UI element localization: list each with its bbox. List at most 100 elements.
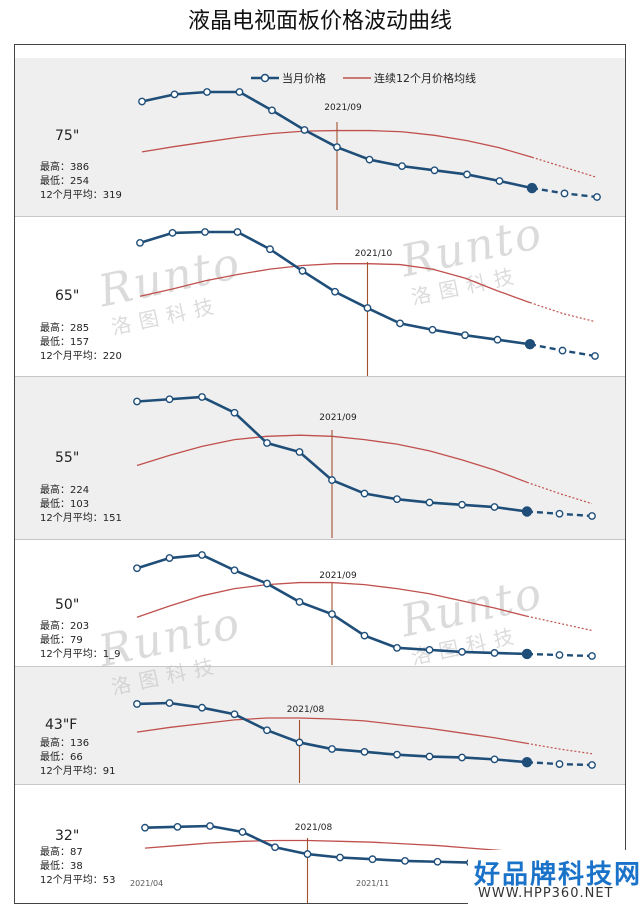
monthly-price-point [271, 843, 279, 852]
stat-avg: 12个月平均：220 [40, 351, 122, 362]
monthly-price-point [393, 495, 401, 504]
monthly-price-point [360, 489, 369, 498]
monthly-price-point [425, 645, 434, 654]
panel-separator [15, 376, 625, 377]
monthly-price-point [458, 648, 466, 656]
monthly-price-point [425, 752, 434, 761]
stat-max: 最高：285 [40, 323, 90, 334]
ma12-line-projection [526, 481, 593, 505]
monthly-price-point [173, 822, 182, 831]
monthly-price-point [136, 238, 144, 247]
monthly-price-point [165, 699, 174, 707]
monthly-price-point [524, 339, 536, 350]
ma12-line [136, 581, 528, 618]
panel-size-label: 43"F [45, 717, 78, 733]
monthly-price-point [263, 439, 271, 447]
monthly-price-point [433, 857, 442, 866]
peak-marker-label: 2021/09 [319, 413, 357, 423]
monthly-price-point [526, 182, 538, 194]
monthly-price-point [398, 162, 406, 171]
monthly-price-point [198, 703, 206, 712]
panel-stats: 最高：203 最低：79 12个月平均：1_9 [40, 620, 120, 662]
monthly-price-point [328, 610, 336, 619]
panel-separator [15, 666, 625, 667]
panel-stats: 最高：136 最低：66 12个月平均：91 [40, 737, 115, 779]
panel-separator [15, 784, 625, 785]
monthly-price-point [198, 393, 206, 401]
monthly-price-point [521, 506, 533, 517]
site-badge-name: 好品牌科技网 [474, 860, 640, 890]
monthly-price-point [263, 579, 271, 588]
monthly-price-point [396, 319, 404, 328]
monthly-price-point [165, 395, 174, 404]
monthly-price-point [203, 88, 211, 96]
legend-ma12-swatch [343, 77, 371, 79]
stat-min: 最低：79 [40, 635, 83, 646]
stat-min: 最低：157 [40, 337, 90, 348]
monthly-price-point [331, 287, 339, 296]
monthly-price-point [303, 850, 312, 858]
monthly-price-point [198, 551, 206, 559]
panel-size-label: 55" [55, 450, 80, 466]
monthly-price-point [393, 643, 401, 652]
monthly-price-point [230, 710, 239, 719]
ma12-line-projection [531, 156, 598, 178]
monthly-price-point [401, 856, 409, 865]
monthly-price-point [521, 648, 533, 660]
monthly-price-point [593, 193, 601, 201]
monthly-price-point [521, 756, 533, 768]
monthly-price-point [588, 512, 596, 520]
monthly-price-point [588, 761, 596, 769]
monthly-price-point [165, 554, 174, 562]
panel-size-label: 65" [55, 288, 80, 304]
monthly-price-point [206, 822, 214, 830]
panel-size-label: 32" [55, 828, 80, 844]
stat-avg: 12个月平均：1_9 [40, 649, 121, 660]
stat-max: 最高：224 [40, 485, 90, 496]
stat-max: 最高：386 [40, 162, 90, 173]
stat-avg: 12个月平均：53 [40, 875, 116, 886]
monthly-price-point [298, 267, 307, 275]
peak-marker-label: 2021/09 [324, 103, 362, 113]
panel-size-label: 50" [55, 597, 80, 613]
x-tick-label: 2021/11 [356, 879, 390, 888]
monthly-price-point [300, 126, 309, 134]
monthly-price-point [365, 155, 374, 164]
legend-ma12-label: 连续12个月价格均线 [374, 72, 476, 85]
monthly-price-point [368, 855, 377, 864]
monthly-price-point [560, 189, 569, 198]
monthly-price-point [493, 335, 502, 344]
stat-max: 最高：87 [40, 847, 83, 858]
monthly-price-point [463, 170, 471, 179]
chart-frame [14, 44, 626, 904]
stat-max: 最高：136 [40, 738, 90, 749]
monthly-price-point [328, 476, 336, 484]
monthly-price-point [141, 823, 149, 832]
monthly-price-point [428, 325, 437, 334]
monthly-price-point [263, 726, 271, 735]
monthly-price-point [336, 853, 344, 862]
legend-monthly-label: 当月价格 [282, 72, 326, 85]
stat-max: 最高：203 [40, 621, 90, 632]
panel-stats: 最高：87 最低：38 12个月平均：53 [40, 846, 115, 888]
stat-avg: 12个月平均：319 [40, 190, 122, 201]
monthly-price-point [295, 738, 304, 747]
stat-min: 最低：103 [40, 499, 90, 510]
monthly-price-point [360, 747, 369, 756]
monthly-price-point [295, 448, 304, 456]
monthly-price-point [495, 177, 504, 185]
site-badge: 好品牌科技网 WWW.HPP360.NET [468, 850, 640, 907]
monthly-price-point [133, 397, 141, 406]
stat-min: 最低：38 [40, 861, 83, 872]
monthly-price-point [555, 509, 564, 518]
ma12-line [139, 263, 531, 304]
monthly-price-point [328, 745, 336, 753]
monthly-price-point [333, 143, 341, 152]
monthly-price-point [363, 304, 372, 312]
monthly-price-point [588, 652, 596, 660]
monthly-price-point [235, 88, 244, 96]
monthly-price-point [490, 503, 499, 511]
monthly-price-point [555, 760, 564, 768]
peak-marker-label: 2021/09 [319, 571, 357, 581]
ma12-line-projection [529, 302, 596, 323]
